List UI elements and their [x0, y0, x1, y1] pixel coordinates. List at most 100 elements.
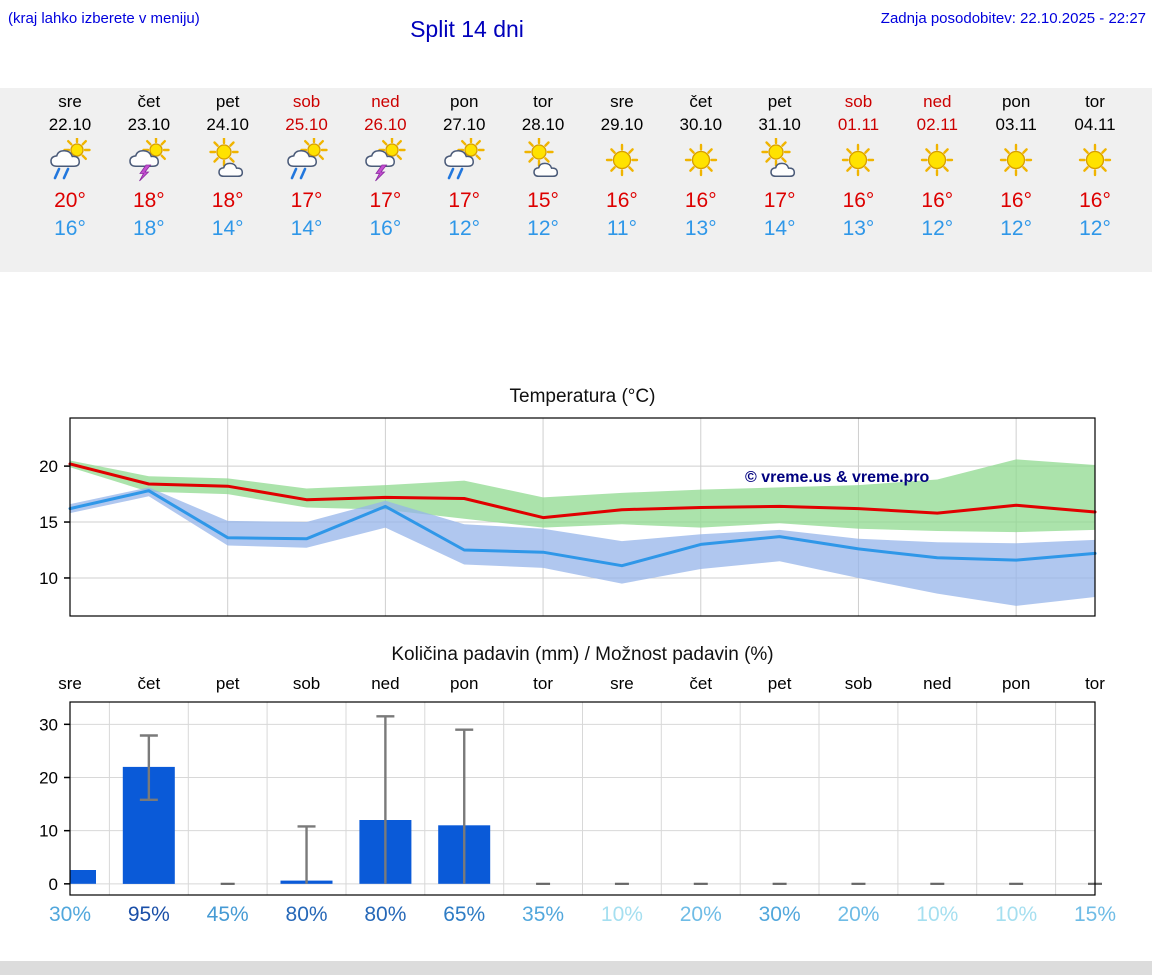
day-name: sre — [58, 92, 82, 111]
day-low-temp: 12° — [448, 217, 481, 240]
y-tick-label: 15 — [39, 513, 58, 532]
day-high-temp: 15° — [527, 189, 559, 212]
forecast-day-2: čet 23.10 18° 18° — [109, 92, 189, 241]
day-date: 03.11 — [995, 115, 1037, 134]
precip-bar — [70, 870, 96, 884]
page-title: Split 14 dni — [410, 16, 524, 42]
precip-day-label: sob — [844, 674, 873, 693]
sun-cloud-icon — [740, 137, 820, 188]
y-tick-label: 20 — [39, 457, 58, 476]
sun-icon — [582, 138, 662, 188]
forecast-day-11: sob 01.11 16° 13° — [818, 92, 898, 241]
min-range-band — [70, 487, 1095, 606]
sun-icon — [818, 138, 898, 188]
sun-rain-icon-svg — [50, 136, 91, 180]
precip-day-label: čet — [689, 674, 713, 693]
sun-rain-icon — [30, 136, 110, 188]
precip-chart-title: Količina padavin (mm) / Možnost padavin … — [391, 644, 774, 665]
precip-probability: 30% — [48, 903, 92, 926]
day-date: 24.10 — [206, 115, 249, 134]
precip-day-label: tor — [533, 674, 553, 693]
day-low-temp: 16° — [54, 217, 86, 240]
precip-probability: 45% — [206, 903, 249, 926]
sun-icon-svg — [999, 143, 1033, 177]
sun-rain-icon — [424, 136, 504, 188]
precip-day-label: pet — [215, 674, 240, 693]
last-updated: Zadnja posodobitev: 22.10.2025 - 22:27 — [880, 10, 1146, 27]
y-tick-label: 0 — [49, 875, 58, 894]
forecast-day-12: ned 02.11 16° 12° — [897, 92, 977, 241]
sun-icon — [976, 138, 1056, 188]
precip-day-label: pon — [1001, 674, 1031, 693]
sun-rain-icon-svg — [286, 136, 328, 180]
precip-probability: 15% — [1073, 903, 1117, 926]
sun-icon-svg — [842, 143, 875, 177]
day-name: sre — [610, 92, 634, 111]
precip-day-label: sre — [610, 674, 634, 693]
day-date: 26.10 — [364, 115, 407, 134]
day-name: tor — [1085, 92, 1105, 111]
forecast-day-13: pon 03.11 16° 12° — [976, 92, 1056, 241]
sun-rain-icon — [267, 136, 347, 188]
precip-day-label: pet — [767, 674, 792, 693]
day-low-temp: 14° — [211, 217, 244, 240]
forecast-day-14: tor 04.11 16° 12° — [1055, 92, 1135, 241]
day-name: tor — [533, 92, 553, 111]
sun-icon — [661, 138, 741, 188]
max-temp-line — [68, 462, 1097, 520]
precip-probability: 95% — [127, 903, 170, 926]
forecast-day-10: pet 31.10 17° 14° — [740, 92, 820, 241]
temperature-chart-title: Temperatura (°C) — [509, 386, 656, 407]
y-tick-label: 30 — [39, 715, 58, 734]
day-date: 01.11 — [837, 115, 880, 134]
precip-probability: 20% — [679, 903, 722, 926]
day-low-temp: 18° — [132, 217, 165, 240]
precip-chart: 0 10 20 30 — [39, 701, 1102, 896]
precip-day-label: čet — [137, 674, 161, 693]
sun-rain-icon-svg — [444, 136, 485, 180]
day-date: 28.10 — [521, 115, 565, 134]
day-name: ned — [923, 92, 952, 111]
day-date: 31.10 — [758, 115, 801, 134]
sun-thunder-icon — [109, 136, 189, 188]
day-name: pon — [450, 92, 479, 111]
day-name: sob — [844, 92, 873, 111]
day-name: ned — [371, 92, 400, 111]
plot-border — [69, 701, 1096, 896]
day-high-temp: 17° — [369, 189, 402, 212]
precip-probability: 30% — [758, 903, 801, 926]
day-high-temp: 17° — [290, 189, 323, 212]
sun-cloud-icon — [188, 137, 268, 188]
forecast-day-9: čet 30.10 16° 13° — [661, 92, 741, 241]
sun-icon-svg — [921, 143, 954, 177]
day-low-temp: 13° — [842, 217, 875, 240]
min-temp-line — [68, 489, 1097, 568]
forecast-day-3: pet 24.10 18° 14° — [188, 92, 268, 241]
sun-cloud-icon — [503, 137, 583, 188]
day-high-temp: 20° — [54, 189, 86, 212]
day-name: pet — [767, 92, 792, 111]
max-range-band — [70, 459, 1095, 533]
precip-day-label: pon — [450, 674, 479, 693]
day-name: pon — [1001, 92, 1031, 111]
precip-day-label: sob — [292, 674, 321, 693]
sun-cloud-icon-svg — [208, 137, 243, 178]
day-high-temp: 16° — [606, 189, 638, 212]
day-high-temp: 17° — [448, 189, 481, 212]
precip-prob-row: 30% 95% 45% 80% 80% 65% 35% 10% 20% 30% 20% 10% 10% 1… — [0, 903, 1152, 933]
bottom-scrollbar[interactable] — [0, 961, 1152, 975]
day-low-temp: 14° — [290, 217, 323, 240]
forecast-day-6: pon 27.10 17° 12° — [424, 92, 504, 241]
day-low-temp: 12° — [921, 217, 954, 240]
forecast-day-8: sre 29.10 16° 11° — [582, 92, 662, 241]
temperature-chart: 10 15 20 © vreme.us & vreme.pro — [39, 417, 1097, 617]
precip-day-label: ned — [371, 674, 400, 693]
day-low-temp: 12° — [1000, 217, 1033, 240]
forecast-day-7: tor 28.10 15° 12° — [503, 92, 583, 241]
day-date: 23.10 — [127, 115, 171, 134]
forecast-day-5: ned 26.10 17° 16° — [345, 92, 425, 241]
forecast-strip: sre 22.10 20° 16° čet 23.10 18° 18° pet 24.10 18° 1… — [0, 88, 1152, 272]
day-low-temp: 11° — [606, 217, 638, 240]
precip-day-label: ned — [923, 674, 952, 693]
sun-icon-svg — [1078, 143, 1112, 177]
